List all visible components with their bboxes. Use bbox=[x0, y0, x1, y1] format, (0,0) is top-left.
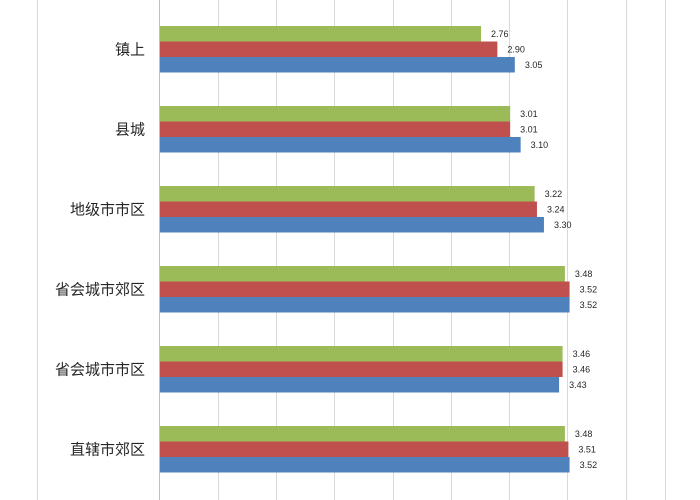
data-label-6-series-2: 3.51 bbox=[578, 444, 596, 454]
category-label-6: 直辖市郊区 bbox=[70, 440, 145, 458]
data-label-5-series-3: 3.43 bbox=[569, 380, 587, 390]
data-label-6-series-3: 3.52 bbox=[580, 460, 598, 470]
data-label-6-series-1: 3.48 bbox=[575, 429, 593, 439]
bars bbox=[160, 26, 570, 473]
data-label-2-series-3: 3.10 bbox=[531, 140, 549, 150]
bar-5-series-1 bbox=[160, 346, 563, 362]
bar-6-series-3 bbox=[160, 457, 570, 473]
category-label-1: 镇上 bbox=[115, 40, 145, 58]
category-label-2: 县城 bbox=[115, 120, 145, 138]
bar-1-series-1 bbox=[160, 26, 482, 42]
data-label-1-series-1: 2.76 bbox=[491, 29, 509, 39]
bar-3-series-1 bbox=[160, 186, 535, 202]
gridlines bbox=[218, 0, 627, 500]
bar-1-series-3 bbox=[160, 57, 515, 73]
data-label-5-series-1: 3.46 bbox=[573, 349, 591, 359]
bar-3-series-2 bbox=[160, 201, 537, 217]
bar-4-series-1 bbox=[160, 266, 565, 282]
bar-2-series-2 bbox=[160, 121, 511, 137]
data-label-1-series-2: 2.90 bbox=[507, 44, 525, 54]
bar-5-series-2 bbox=[160, 361, 563, 377]
bar-3-series-3 bbox=[160, 217, 544, 233]
data-labels: 2.76 2.903.05 3.01 3.01 3.10 3.22 3.24 3.30 3.48… bbox=[491, 29, 597, 470]
data-label-4-series-2: 3.52 bbox=[580, 284, 598, 294]
bar-2-series-1 bbox=[160, 106, 511, 122]
category-label-3: 地级市市区 bbox=[70, 200, 145, 218]
data-label-3-series-3: 3.30 bbox=[554, 220, 572, 230]
data-label-2-series-2: 3.01 bbox=[520, 124, 538, 134]
data-label-3-series-1: 3.22 bbox=[545, 189, 563, 199]
data-label-2-series-1: 3.01 bbox=[520, 109, 538, 119]
bar-2-series-3 bbox=[160, 137, 521, 153]
bar-6-series-2 bbox=[160, 441, 569, 457]
bar-4-series-2 bbox=[160, 281, 570, 297]
category-label-5: 省会城市市区 bbox=[55, 360, 145, 378]
bar-5-series-3 bbox=[160, 377, 560, 393]
bar-1-series-2 bbox=[160, 41, 498, 57]
data-label-3-series-2: 3.24 bbox=[547, 204, 565, 214]
bar-6-series-1 bbox=[160, 426, 565, 442]
category-label-4: 省会城市郊区 bbox=[55, 280, 145, 298]
data-label-5-series-2: 3.46 bbox=[573, 364, 591, 374]
bar-4-series-3 bbox=[160, 297, 570, 313]
data-label-4-series-3: 3.52 bbox=[580, 300, 598, 310]
data-label-4-series-1: 3.48 bbox=[575, 269, 593, 279]
data-label-1-series-3: 3.05 bbox=[525, 60, 543, 70]
